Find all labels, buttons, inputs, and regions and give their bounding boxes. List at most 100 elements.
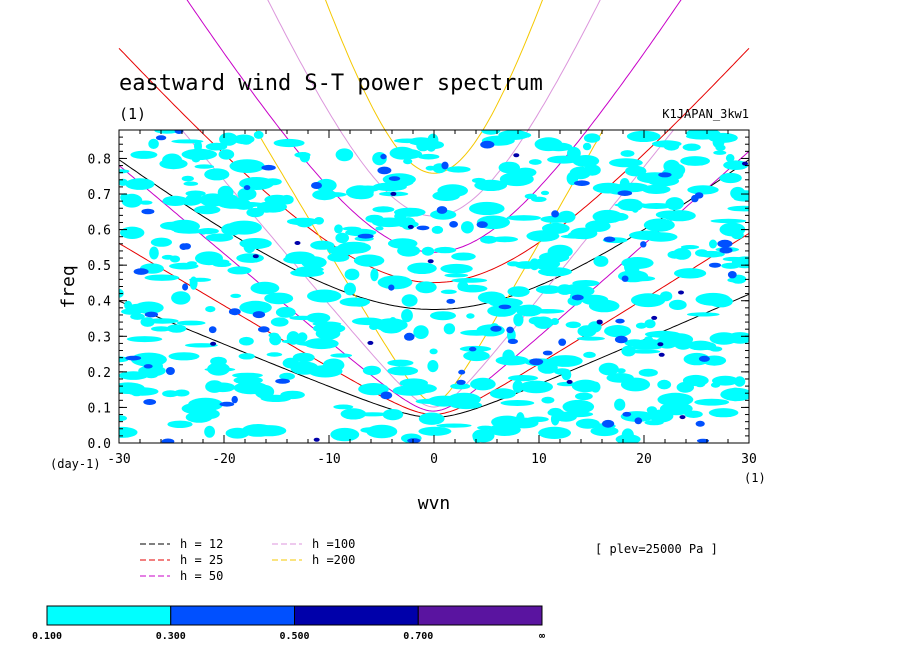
contour-level-2 [155, 135, 167, 141]
contour-level-1 [167, 420, 193, 428]
contour-level-2 [542, 350, 553, 356]
contour-level-1 [168, 352, 200, 361]
y-tick-label: 0.7 [88, 188, 111, 203]
contour-level-1 [375, 226, 384, 231]
contour-level-2 [252, 311, 266, 319]
contour-level-1 [710, 382, 721, 388]
ig-curve [325, 0, 544, 174]
contour-level-1 [556, 284, 573, 295]
x-tick-label: 30 [741, 452, 757, 467]
contour-level-1 [388, 317, 398, 328]
contour-level-1 [635, 322, 647, 329]
contour-level-1 [130, 352, 167, 367]
contour-level-1 [631, 293, 666, 308]
contour-level-1 [719, 222, 746, 237]
contour-level-1 [160, 221, 186, 230]
contour-level-1 [616, 368, 626, 374]
contour-level-1 [719, 172, 742, 184]
contour-level-1 [624, 339, 646, 347]
contour-level-1 [491, 236, 518, 243]
contour-level-2 [261, 164, 276, 171]
contour-level-1 [346, 185, 374, 200]
contour-level-1 [286, 217, 320, 226]
colorbar-label: 0.500 [279, 631, 309, 642]
contour-level-1 [144, 372, 158, 379]
contour-level-3 [742, 161, 748, 166]
contour-level-2 [388, 176, 401, 182]
contour-level-2 [709, 262, 721, 268]
colorbar-label: 0.300 [156, 631, 186, 642]
contour-level-1 [515, 304, 543, 317]
contour-level-1 [727, 332, 749, 344]
contour-level-1 [629, 345, 662, 350]
contour-level-1 [421, 246, 435, 256]
contour-level-2 [696, 438, 710, 443]
legend: h = 12 h = 25 h = 50 h =100 h =200 [140, 537, 355, 583]
contour-level-2 [476, 221, 488, 229]
contour-level-1 [335, 232, 350, 244]
contour-level-1 [710, 218, 747, 224]
contour-level-1 [370, 268, 379, 282]
contour-level-2 [506, 326, 514, 334]
contour-level-1 [173, 228, 205, 234]
contour-level-1 [239, 300, 272, 315]
contour-level-1 [721, 262, 740, 269]
contour-level-1 [583, 133, 601, 143]
contour-level-3 [313, 437, 320, 442]
contour-level-1 [646, 406, 658, 414]
contour-level-2 [165, 367, 175, 375]
contour-level-2 [498, 304, 512, 310]
contour-level-1 [353, 254, 385, 267]
contour-level-1 [694, 398, 730, 406]
y-tick-label: 0.8 [88, 152, 111, 167]
contour-level-1 [488, 423, 521, 436]
contour-level-1 [292, 352, 315, 363]
contour-level-1 [275, 306, 296, 318]
contour-level-2 [243, 185, 251, 191]
contour-level-1 [205, 306, 216, 313]
contour-level-1 [126, 387, 159, 396]
legend-label: h =100 [312, 537, 355, 551]
contour-level-1 [401, 294, 418, 307]
contour-level-1 [674, 338, 693, 350]
contour-level-2 [141, 208, 155, 215]
contour-level-1 [415, 281, 437, 294]
contour-level-1 [704, 342, 717, 351]
colorbar-label: 0.100 [32, 631, 62, 642]
x-tick-label: -20 [212, 452, 235, 467]
contour-level-1 [624, 261, 633, 273]
contour-level-2 [634, 417, 643, 425]
contour-level-1 [289, 315, 316, 321]
contour-level-1 [466, 313, 475, 319]
subtitle-left: (1) [119, 105, 146, 123]
contour-level-1 [676, 381, 694, 393]
contour-level-3 [657, 342, 664, 347]
contour-level-1 [130, 313, 145, 320]
contour-level-1 [269, 333, 282, 346]
contour-level-2 [449, 221, 458, 228]
contour-level-1 [149, 246, 159, 260]
contour-level-1 [387, 366, 419, 376]
contour-level-3 [513, 153, 520, 158]
contour-level-1 [588, 299, 620, 313]
contour-level-1 [344, 268, 360, 281]
contour-level-1 [425, 165, 436, 171]
contour-level-2 [458, 369, 466, 375]
contour-level-1 [590, 381, 601, 393]
contour-level-1 [556, 416, 573, 422]
contour-level-1 [171, 291, 191, 305]
contour-level-1 [282, 357, 299, 369]
contour-level-1 [253, 130, 264, 139]
contour-level-1 [358, 383, 389, 396]
contour-level-2 [404, 332, 415, 341]
contour-level-3 [252, 254, 259, 259]
contour-level-2 [228, 308, 241, 316]
contour-level-1 [121, 308, 143, 315]
contour-level-1 [307, 289, 342, 303]
x-unit-label: (1) [744, 471, 766, 485]
contour-level-1 [162, 195, 188, 206]
contour-level-1 [183, 181, 199, 186]
contour-level-1 [604, 325, 632, 338]
contour-level-1 [532, 258, 561, 270]
contour-level-1 [687, 185, 719, 195]
